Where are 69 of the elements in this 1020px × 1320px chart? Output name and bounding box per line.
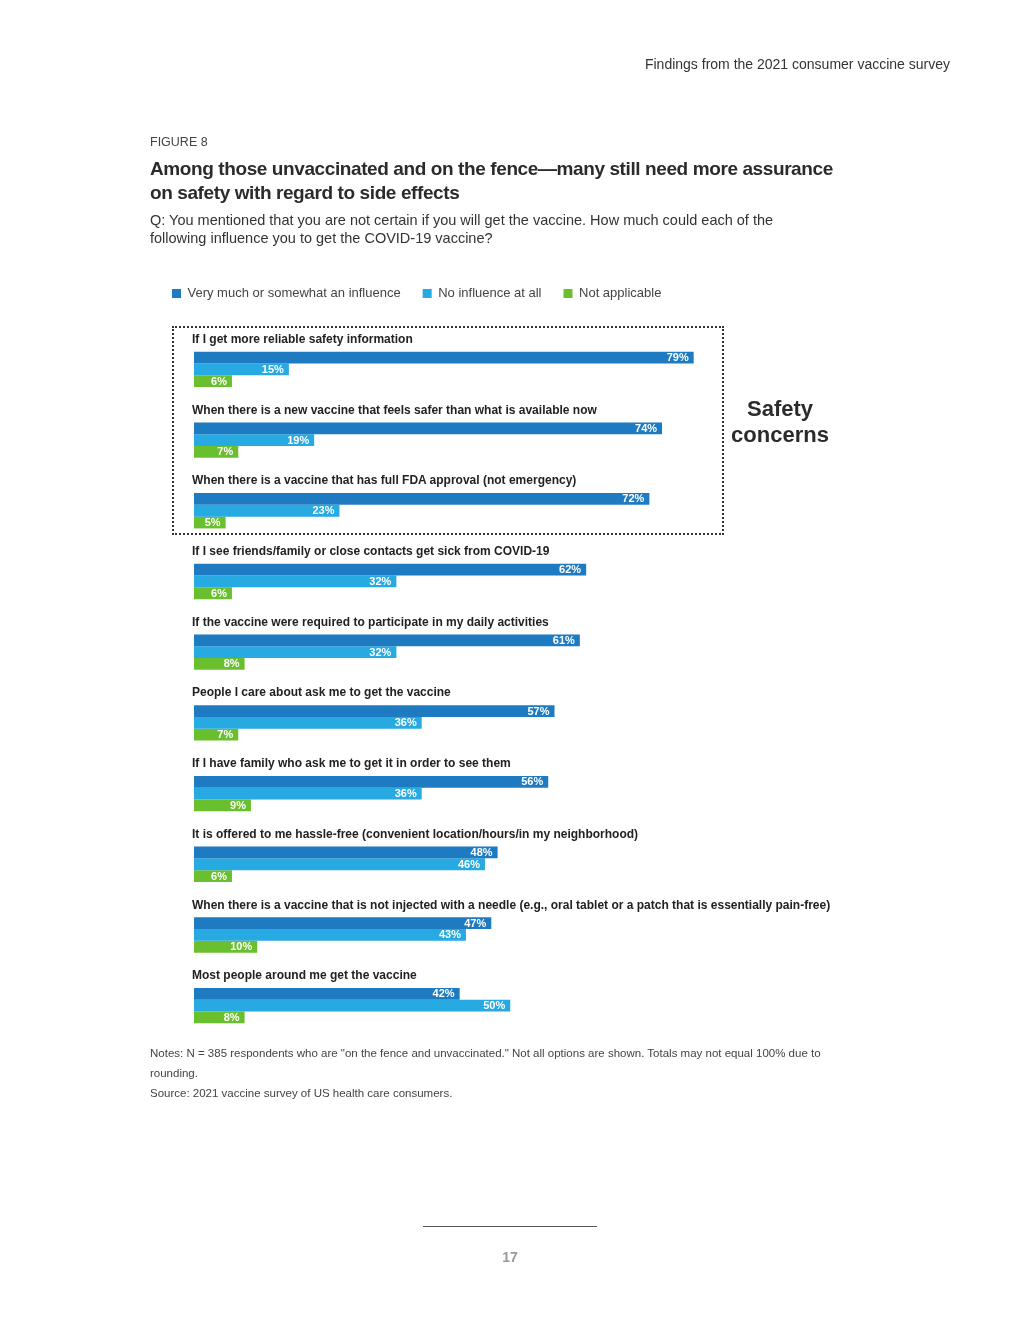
bar	[194, 363, 289, 376]
data-label: 57%	[527, 704, 550, 717]
text: Safety concerns	[730, 396, 830, 448]
y-tick-label: When there is a vaccine that has full FDA approval (not emergency)	[192, 473, 577, 488]
text: 17	[501, 1249, 519, 1265]
data-label: 7%	[217, 445, 234, 458]
y-tick-label: If the vaccine were required to participate in my daily activities	[192, 614, 550, 629]
data-label: 36%	[394, 716, 417, 729]
data-label: 56%	[521, 775, 544, 788]
chart-subtitle: Q: You mentioned that you are not certain if you will get the vaccine. How much could each of the following influence you to get the COVID-19 vaccine?	[150, 211, 775, 247]
bar	[194, 634, 580, 647]
bar	[194, 775, 549, 788]
data-label: 32%	[369, 574, 392, 587]
y-tick-label: It is offered to me hassle-free (convenient location/hours/in my neighborhood)	[192, 826, 639, 841]
source-note: Source: 2021 vaccine survey of US health care consumers.	[150, 1086, 453, 1101]
data-label: 23%	[312, 504, 335, 517]
data-label: 46%	[457, 857, 481, 870]
bar	[194, 493, 650, 505]
bar	[194, 646, 397, 659]
data-label: 72%	[622, 492, 645, 505]
bar	[194, 858, 485, 871]
y-tick-label: When there is a vaccine that is not injected with a needle (e.g., oral tablet or a patch that is essentially pain-free)	[192, 897, 831, 912]
y-tick-label: If I see friends/family or close contacts get sick from COVID-19	[192, 544, 550, 559]
data-label: 9%	[230, 798, 247, 811]
data-label: 8%	[223, 657, 240, 670]
bar	[194, 716, 422, 729]
legend-label: Not applicable	[579, 285, 662, 301]
data-label: 10%	[230, 940, 253, 953]
bar	[194, 987, 460, 1000]
bar	[194, 563, 587, 576]
y-tick-label: When there is a new vaccine that feels safer than what is available now	[192, 402, 598, 417]
data-label: 74%	[635, 421, 658, 434]
data-label: 19%	[287, 433, 310, 446]
bar	[194, 846, 498, 859]
bar	[194, 504, 340, 517]
y-tick-label: If I get more reliable safety information	[192, 331, 413, 346]
bar	[194, 929, 466, 941]
data-label: 6%	[211, 586, 228, 599]
data-label: 7%	[217, 728, 234, 741]
data-label: 48%	[470, 846, 493, 858]
data-label: 47%	[464, 916, 487, 929]
data-label: 5%	[204, 516, 221, 529]
bar	[194, 422, 663, 435]
data-label: 79%	[666, 351, 689, 364]
bar	[194, 917, 492, 930]
data-label: 50%	[483, 999, 506, 1012]
bar	[194, 705, 555, 717]
data-label: 61%	[552, 633, 576, 646]
caption: FIGURE 8	[150, 135, 208, 149]
y-tick-label: People I care about ask me to get the vaccine	[192, 685, 452, 700]
y-tick-label: Most people around me get the vaccine	[192, 968, 418, 983]
bar	[194, 351, 694, 364]
data-label: 62%	[559, 563, 582, 576]
data-label: 15%	[261, 362, 285, 375]
text: Findings from the 2021 consumer vaccine survey	[644, 56, 950, 72]
bar	[194, 434, 315, 446]
y-tick-label: If I have family who ask me to get it in order to see them	[192, 756, 511, 771]
data-label: 6%	[211, 869, 228, 882]
data-label: 8%	[223, 1010, 240, 1023]
chart-title: Among those unvaccinated and on the fence—many still need more assurance on safety with regard to side effects	[150, 157, 834, 205]
bar	[194, 999, 511, 1012]
data-label: 42%	[432, 987, 455, 1000]
legend-label: Very much or somewhat an influence	[187, 285, 401, 301]
text: Notes: N = 385 respondents who are "on the fence and unvaccinated." Not all options are shown. Totals may not equal 100% due to rounding.	[150, 1046, 822, 1081]
legend-label: No influence at all	[438, 285, 542, 301]
data-label: 6%	[211, 374, 228, 387]
data-label: 32%	[369, 645, 392, 658]
data-label: 36%	[394, 787, 417, 800]
data-label: 43%	[438, 928, 462, 941]
